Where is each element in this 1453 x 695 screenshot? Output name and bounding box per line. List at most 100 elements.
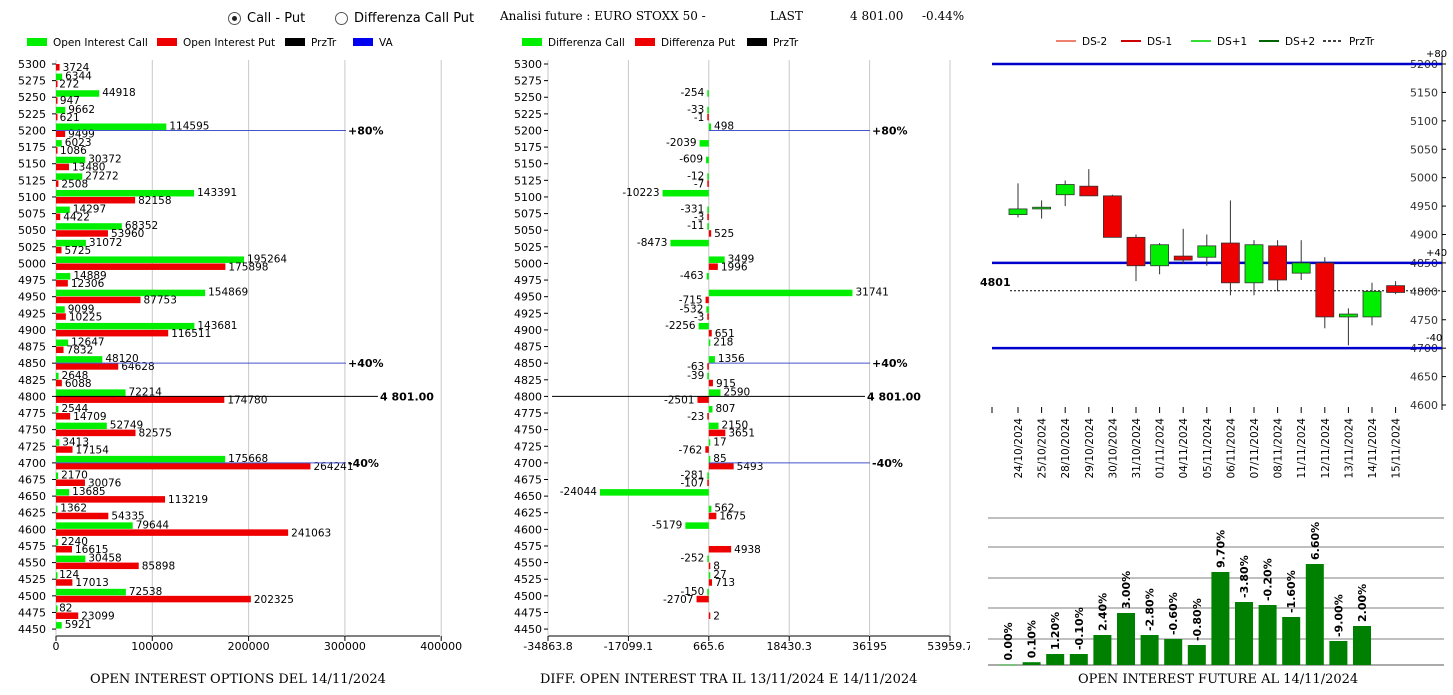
legend-swatch-0 bbox=[522, 38, 542, 46]
call-oi-label: 13685 bbox=[72, 486, 105, 498]
call-oi-label: 114595 bbox=[169, 120, 209, 132]
diff-call-label: -11 bbox=[687, 220, 704, 232]
future-oi-bar bbox=[1235, 602, 1253, 665]
candle-body bbox=[1032, 206, 1051, 210]
date-label: 25/10/2024 bbox=[1037, 418, 1049, 479]
diff-call-bar bbox=[708, 422, 719, 430]
radio-differenza[interactable]: Differenza Call Put bbox=[335, 11, 474, 26]
call-oi-bar bbox=[56, 538, 59, 546]
strike-label: 5250 bbox=[514, 91, 542, 104]
call-oi-bar bbox=[56, 123, 167, 130]
put-oi-bar bbox=[56, 113, 58, 121]
radio-call-put[interactable]: Call - Put bbox=[228, 11, 305, 26]
strike-label: 4500 bbox=[514, 590, 542, 603]
strike-label: 4850 bbox=[18, 357, 46, 370]
radio-selected-icon[interactable] bbox=[228, 12, 241, 25]
analysis-title: Analisi future : EURO STOXX 50 - bbox=[500, 9, 706, 23]
future-oi-label: 2.40% bbox=[1096, 593, 1109, 631]
put-oi-bar bbox=[56, 545, 73, 553]
candle-body bbox=[1197, 245, 1217, 258]
strike-label: 5150 bbox=[514, 158, 542, 171]
call-oi-bar bbox=[56, 189, 195, 197]
call-oi-label: 124 bbox=[59, 569, 79, 581]
put-oi-label: 54335 bbox=[111, 511, 144, 523]
candle-body bbox=[1291, 262, 1311, 274]
put-oi-label: 17154 bbox=[76, 444, 110, 456]
diff-put-bar bbox=[708, 612, 711, 619]
put-oi-label: 241063 bbox=[291, 527, 331, 539]
legend-swatch-2 bbox=[747, 38, 767, 46]
strike-label: 4700 bbox=[18, 457, 46, 470]
diff-put-label: -3 bbox=[694, 311, 704, 323]
put-oi-label: 2508 bbox=[61, 178, 88, 190]
put-oi-label: 23099 bbox=[81, 610, 114, 622]
legend-swatch-3 bbox=[353, 38, 373, 46]
diff-call-bar bbox=[707, 206, 709, 214]
diff-call-label: -252 bbox=[680, 553, 704, 565]
call-oi-bar bbox=[56, 422, 107, 430]
diff-call-bar bbox=[707, 173, 709, 180]
date-label: 24/10/2024 bbox=[1013, 418, 1025, 479]
radio-unselected-icon[interactable] bbox=[335, 12, 348, 25]
diff-call-label: -150 bbox=[680, 586, 704, 598]
call-oi-label: 82 bbox=[59, 602, 72, 614]
put-oi-bar bbox=[56, 446, 73, 453]
call-oi-label: 3413 bbox=[62, 436, 89, 448]
strike-label: 4675 bbox=[18, 474, 46, 487]
date-label: 12/11/2024 bbox=[1320, 418, 1332, 479]
diff-call-label: 2590 bbox=[724, 386, 751, 398]
date-label: 01/11/2024 bbox=[1155, 418, 1167, 479]
date-label: 29/10/2024 bbox=[1084, 418, 1096, 479]
put-oi-label: 272 bbox=[59, 79, 79, 91]
strike-label: 5050 bbox=[514, 224, 542, 237]
diff-call-bar bbox=[707, 223, 709, 230]
diff-put-label: -2707 bbox=[663, 594, 694, 606]
call-oi-label: 30458 bbox=[88, 553, 121, 565]
diff-put-bar bbox=[707, 180, 709, 187]
diff-call-bar bbox=[706, 156, 709, 164]
call-oi-bar bbox=[56, 622, 62, 629]
future-oi-label: -0.60% bbox=[1167, 592, 1180, 635]
diff-call-bar bbox=[708, 455, 711, 463]
diff-call-label: -254 bbox=[680, 87, 704, 99]
put-oi-label: 113219 bbox=[168, 494, 208, 506]
call-oi-bar bbox=[56, 90, 100, 97]
legend-label-1: Differenza Put bbox=[661, 37, 735, 49]
candle-body bbox=[1386, 285, 1406, 293]
candle-body bbox=[1244, 244, 1264, 284]
diff-call-bar bbox=[707, 372, 709, 380]
call-oi-bar bbox=[56, 106, 66, 114]
legend-label-0: DS-2 bbox=[1082, 36, 1107, 48]
call-oi-bar bbox=[56, 555, 86, 563]
future-oi-bar bbox=[1329, 641, 1348, 665]
call-oi-label: 72538 bbox=[129, 586, 162, 598]
call-oi-label: 9662 bbox=[68, 104, 95, 116]
strike-label: 5000 bbox=[514, 257, 542, 270]
put-oi-bar bbox=[56, 64, 60, 71]
diff-call-label: 2150 bbox=[722, 420, 749, 432]
date-label: 11/11/2024 bbox=[1296, 418, 1308, 479]
put-oi-bar bbox=[56, 579, 73, 586]
call-oi-bar bbox=[56, 505, 58, 513]
future-oi-label: 6.60% bbox=[1309, 522, 1322, 560]
strike-label: 4450 bbox=[514, 623, 542, 636]
put-oi-label: 82158 bbox=[138, 195, 171, 207]
diff-call-bar bbox=[708, 123, 712, 130]
diff-put-label: 5493 bbox=[737, 461, 764, 473]
diff-call-bar bbox=[708, 389, 721, 396]
diff-call-bar bbox=[698, 322, 709, 330]
diff-call-bar bbox=[707, 106, 709, 114]
strike-label: 4975 bbox=[18, 274, 46, 287]
diff-put-bar bbox=[697, 396, 709, 403]
strike-label: 4950 bbox=[514, 291, 542, 304]
diff-call-label: 31741 bbox=[855, 287, 888, 299]
strike-label: 4900 bbox=[514, 324, 542, 337]
diff-call-bar bbox=[699, 140, 709, 147]
put-oi-bar bbox=[56, 213, 61, 221]
call-oi-bar bbox=[56, 156, 86, 164]
strike-label: 4750 bbox=[18, 424, 46, 437]
diff-put-bar bbox=[707, 113, 709, 121]
diff-put-label: -7 bbox=[694, 178, 704, 190]
put-oi-label: 264241 bbox=[313, 461, 353, 473]
header-bar: Call - Put Differenza Call Put Analisi f… bbox=[0, 0, 1453, 36]
